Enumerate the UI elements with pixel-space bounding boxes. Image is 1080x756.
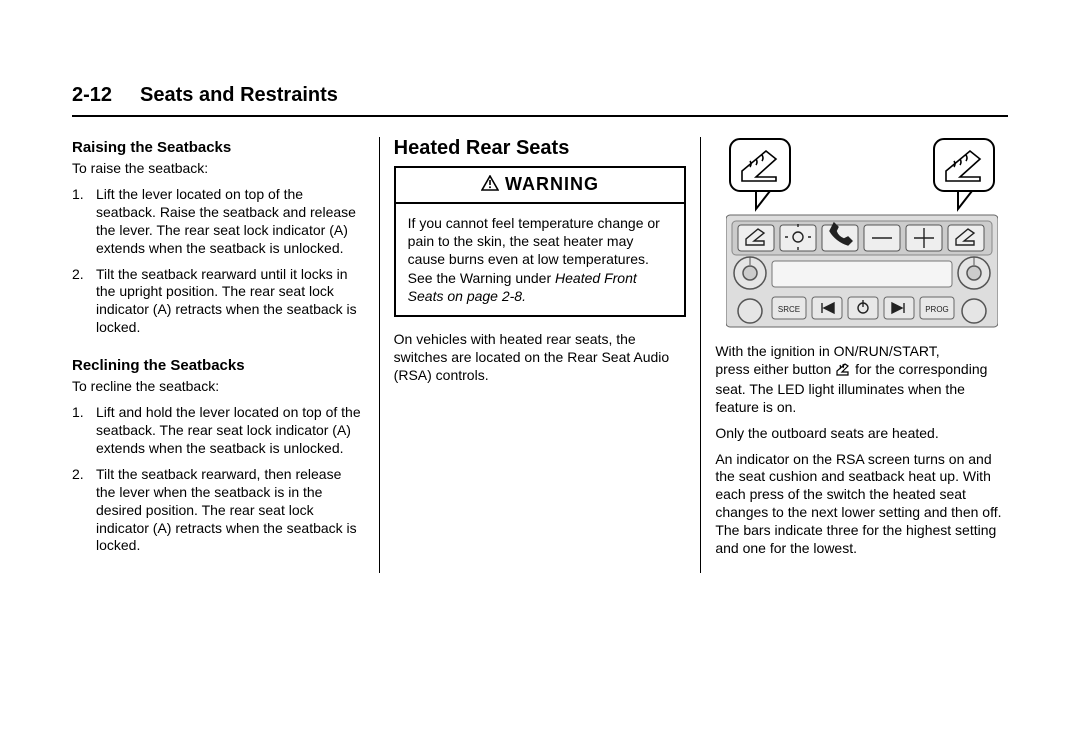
- list-item: Tilt the seatback rearward until it lock…: [72, 266, 365, 338]
- warning-header: WARNING: [396, 168, 685, 204]
- chapter-title: Seats and Restraints: [140, 84, 338, 107]
- text-span: With the ignition in ON/RUN/START,: [715, 343, 939, 359]
- intro-reclining: To recline the seatback:: [72, 378, 365, 396]
- rsa-controls-figure: SRCE PROG: [715, 137, 1008, 329]
- warning-body: If you cannot feel temperature change or…: [396, 204, 685, 315]
- warning-triangle-icon: [481, 175, 499, 196]
- list-item: Tilt the seatback rearward, then release…: [72, 466, 365, 556]
- text-span: press either button: [715, 361, 835, 377]
- para-indicator: An indicator on the RSA screen turns on …: [715, 451, 1008, 558]
- svg-text:SRCE: SRCE: [778, 305, 800, 314]
- para-outboard: Only the outboard seats are heated.: [715, 425, 1008, 443]
- warning-label: WARNING: [505, 174, 599, 194]
- page-number: 2-12: [72, 84, 112, 107]
- running-head: 2-12 Seats and Restraints: [72, 84, 1008, 117]
- heading-reclining-seatbacks: Reclining the Seatbacks: [72, 357, 365, 374]
- svg-text:PROG: PROG: [925, 305, 949, 314]
- heading-heated-rear-seats: Heated Rear Seats: [394, 137, 687, 160]
- steps-raising: Lift the lever located on top of the sea…: [72, 186, 365, 345]
- column-2: Heated Rear Seats WARNING If you cannot …: [380, 137, 702, 573]
- steps-reclining: Lift and hold the lever located on top o…: [72, 404, 365, 563]
- para-after-warning: On vehicles with heated rear seats, the …: [394, 331, 687, 385]
- column-3: SRCE PROG With the ignition in ON/RUN/ST…: [701, 137, 1008, 573]
- column-1: Raising the Seatbacks To raise the seatb…: [72, 137, 380, 573]
- heading-raising-seatbacks: Raising the Seatbacks: [72, 139, 365, 156]
- list-item: Lift and hold the lever located on top o…: [72, 404, 365, 458]
- heated-seat-icon: [835, 362, 851, 381]
- content-columns: Raising the Seatbacks To raise the seatb…: [72, 137, 1008, 573]
- intro-raising: To raise the seatback:: [72, 160, 365, 178]
- list-item: Lift the lever located on top of the sea…: [72, 186, 365, 258]
- warning-box: WARNING If you cannot feel temperature c…: [394, 166, 687, 317]
- para-ignition: With the ignition in ON/RUN/START, press…: [715, 343, 1008, 417]
- manual-page: 2-12 Seats and Restraints Raising the Se…: [0, 0, 1080, 756]
